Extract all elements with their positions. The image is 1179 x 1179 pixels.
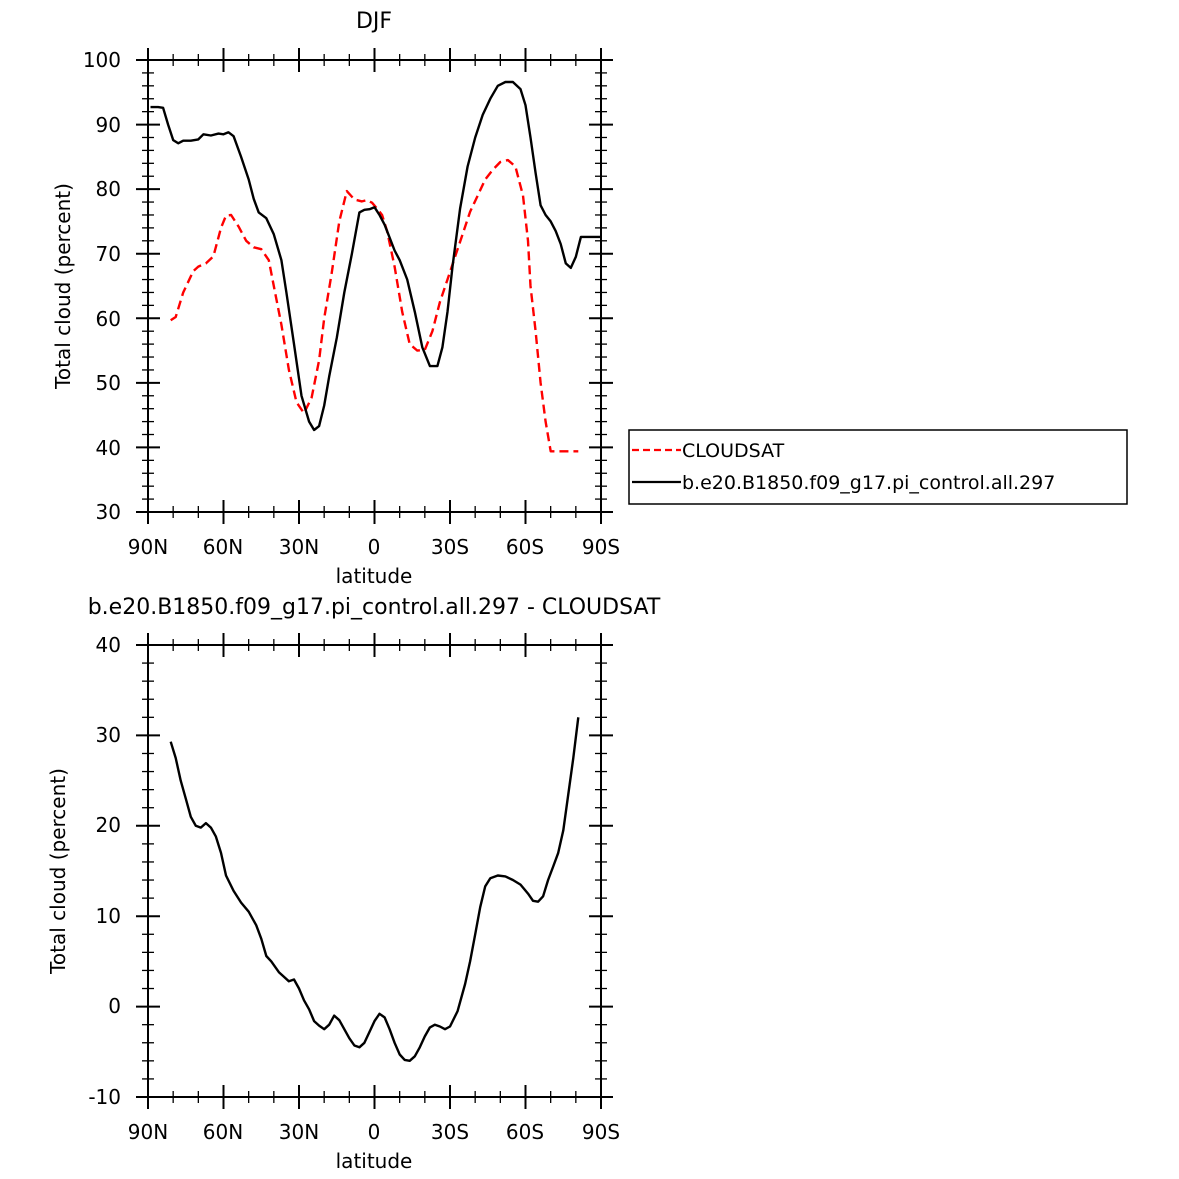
bottom-xtick-label: 30S: [431, 1120, 469, 1144]
top-ytick-label: 60: [96, 307, 121, 331]
bottom-ytick-label: 40: [96, 633, 121, 657]
legend-label-cloudsat: CLOUDSAT: [682, 440, 785, 462]
top-ytick-label: 50: [96, 371, 121, 395]
top-ytick-label: 90: [96, 113, 121, 137]
top-xtick-label: 90S: [582, 535, 620, 559]
bottom-ytick-label: 20: [96, 813, 121, 837]
top-series-line-cloudsat: [170, 158, 579, 453]
top-yaxis-label: Total cloud (percent): [51, 183, 75, 390]
bottom-ytick-label: 30: [96, 723, 121, 747]
legend-box: [628, 429, 1128, 505]
bottom-xtick-label: 90S: [582, 1120, 620, 1144]
bottom-plot-frame: [147, 644, 602, 1098]
bottom-series-group: [169, 717, 580, 1062]
top-xtick-label: 60N: [203, 535, 243, 559]
top-xtick-label: 30S: [431, 535, 469, 559]
bottom-yaxis-label: Total cloud (percent): [46, 768, 70, 975]
legend-label-model: b.e20.B1850.f09_g17.pi_control.all.297: [682, 472, 1055, 494]
bottom-ytick-label: 0: [108, 994, 121, 1018]
top-series-line-model: [150, 80, 601, 432]
bottom-xtick-label: 60N: [203, 1120, 243, 1144]
bottom-xtick-label: 30N: [279, 1120, 319, 1144]
bottom-xtick-label: 60S: [506, 1120, 544, 1144]
top-xtick-label: 0: [368, 535, 381, 559]
bottom-ytick-label: -10: [88, 1085, 121, 1109]
top-ytick-label: 40: [96, 436, 121, 460]
bottom-series-line-difference: [169, 717, 580, 1062]
top-xtick-label: 90N: [128, 535, 168, 559]
bottom-xtick-label: 90N: [128, 1120, 168, 1144]
top-title: DJF: [356, 9, 392, 34]
top-panel: DJF 30 40 50 60 70 80 90 100 90N 60N 30N…: [51, 9, 1128, 588]
top-ytick-label: 100: [83, 48, 121, 72]
top-ytick-label: 30: [96, 500, 121, 524]
top-xtick-label: 60S: [506, 535, 544, 559]
bottom-ticks: [136, 633, 613, 1109]
legend: CLOUDSAT b.e20.B1850.f09_g17.pi_control.…: [628, 429, 1128, 505]
top-ticks: [136, 48, 613, 524]
bottom-title: b.e20.B1850.f09_g17.pi_control.all.297 -…: [88, 595, 661, 620]
top-series-group: [150, 80, 601, 453]
top-xtick-label: 30N: [279, 535, 319, 559]
top-ytick-label: 70: [96, 242, 121, 266]
top-plot-frame: [147, 59, 602, 513]
top-ytick-label: 80: [96, 177, 121, 201]
bottom-ytick-label: 10: [96, 904, 121, 928]
bottom-xaxis-label: latitude: [336, 1149, 413, 1173]
top-xaxis-label: latitude: [336, 564, 413, 588]
bottom-xtick-label: 0: [368, 1120, 381, 1144]
bottom-panel: b.e20.B1850.f09_g17.pi_control.all.297 -…: [46, 595, 661, 1173]
